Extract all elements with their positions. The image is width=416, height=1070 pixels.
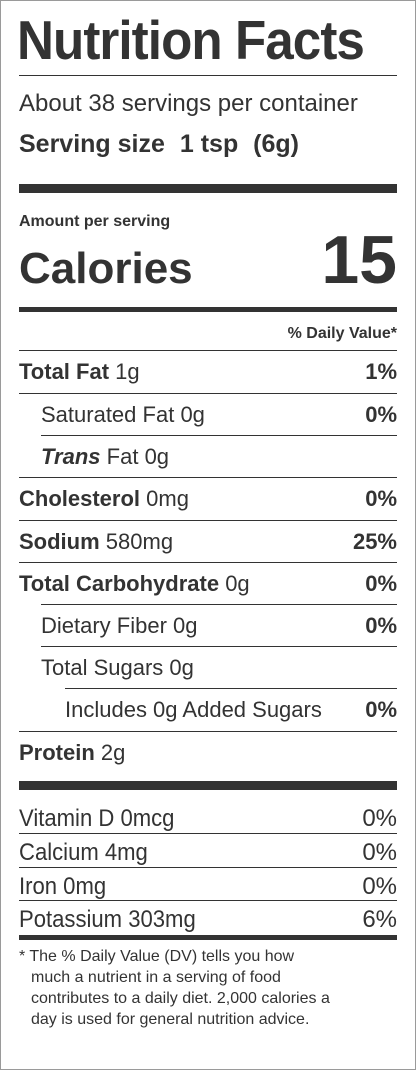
medium-divider [19, 935, 397, 940]
footnote: * The % Daily Value (DV) tells you how m… [19, 946, 397, 1030]
nutrient-name: Sodium 580mg [19, 529, 174, 554]
nutrient-row-sodium: Sodium 580mg 25% [19, 521, 397, 563]
nutrient-row-protein: Protein 2g [19, 732, 397, 774]
vitamin-name: Iron 0mg [19, 873, 107, 900]
nutrient-dv: 0% [365, 697, 397, 722]
nutrient-name: Protein 2g [19, 740, 126, 765]
vitamin-dv: 0% [362, 839, 397, 866]
nutrient-row-total-sugars: Total Sugars 0g [19, 647, 397, 689]
vitamin-dv: 6% [362, 906, 397, 933]
vitamin-row-iron: Iron 0mg 0% [19, 868, 397, 901]
nutrient-dv: 0% [365, 402, 397, 427]
row-divider [19, 520, 397, 521]
title-divider [19, 75, 397, 76]
nutrient-name: Trans Fat 0g [41, 444, 170, 469]
medium-divider [19, 307, 397, 312]
row-divider [19, 393, 397, 394]
nutrient-row-total-carbohydrate: Total Carbohydrate 0g 0% [19, 563, 397, 605]
nutrient-row-dietary-fiber: Dietary Fiber 0g 0% [19, 605, 397, 647]
row-divider [19, 731, 397, 732]
row-divider [19, 900, 397, 901]
nutrient-dv: 0% [365, 613, 397, 638]
serving-size-label: Serving size [19, 130, 165, 158]
row-divider [41, 604, 397, 605]
amount-per-serving: Amount per serving [19, 213, 171, 230]
row-divider [41, 646, 397, 647]
serving-size-value: 1 tsp [179, 130, 239, 158]
serving-size: Serving size 1 tsp (6g) [19, 132, 299, 157]
thick-divider [19, 781, 397, 790]
nutrient-name: Total Sugars 0g [41, 655, 194, 680]
row-divider [19, 350, 397, 351]
vitamin-row-calcium: Calcium 4mg 0% [19, 834, 397, 867]
footnote-line: day is used for general nutrition advice… [31, 1011, 310, 1028]
serving-size-grams: (6g) [253, 130, 299, 158]
vitamin-row-potassium: Potassium 303mg 6% [19, 901, 397, 934]
vitamin-row-vitamin-d: Vitamin D 0mcg 0% [19, 800, 397, 833]
label-title: Nutrition Facts [17, 9, 365, 71]
calories-label: Calories [19, 244, 193, 293]
nutrient-row-total-fat: Total Fat 1g 1% [19, 351, 397, 393]
footnote-line: much a nutrient in a serving of food [31, 969, 281, 986]
calories-value: 15 [321, 222, 397, 298]
nutrient-dv: 0% [365, 486, 397, 511]
vitamin-name: Calcium 4mg [19, 839, 148, 866]
row-divider [19, 867, 397, 868]
nutrient-dv: 0% [365, 571, 397, 596]
vitamin-dv: 0% [362, 873, 397, 900]
nutrient-name: Cholesterol 0mg [19, 486, 189, 511]
footnote-line: * The % Daily Value (DV) tells you how [19, 948, 295, 965]
vitamin-name: Potassium 303mg [19, 906, 196, 933]
row-divider [41, 435, 397, 436]
nutrient-name: Includes 0g Added Sugars [65, 697, 322, 722]
servings-per-container: About 38 servings per container [19, 90, 358, 117]
thick-divider [19, 184, 397, 193]
row-divider [65, 688, 397, 689]
nutrient-name: Saturated Fat 0g [41, 402, 205, 427]
nutrient-name: Dietary Fiber 0g [41, 613, 198, 638]
nutrient-dv: 25% [352, 529, 397, 554]
nutrient-row-cholesterol: Cholesterol 0mg 0% [19, 478, 397, 520]
row-divider [19, 562, 397, 563]
vitamin-name: Vitamin D 0mcg [19, 805, 175, 832]
row-divider [19, 833, 397, 834]
daily-value-header: % Daily Value* [287, 325, 397, 342]
vitamin-dv: 0% [362, 805, 397, 832]
footnote-line: contributes to a daily diet. 2,000 calor… [31, 990, 330, 1007]
nutrient-name: Total Carbohydrate 0g [19, 571, 250, 596]
nutrient-row-trans-fat: Trans Fat 0g [19, 436, 397, 478]
row-divider [19, 477, 397, 478]
nutrient-dv: 1% [365, 359, 397, 384]
nutrient-row-added-sugars: Includes 0g Added Sugars 0% [19, 689, 397, 731]
nutrient-row-saturated-fat: Saturated Fat 0g 0% [19, 394, 397, 436]
nutrient-name: Total Fat 1g [19, 359, 140, 384]
